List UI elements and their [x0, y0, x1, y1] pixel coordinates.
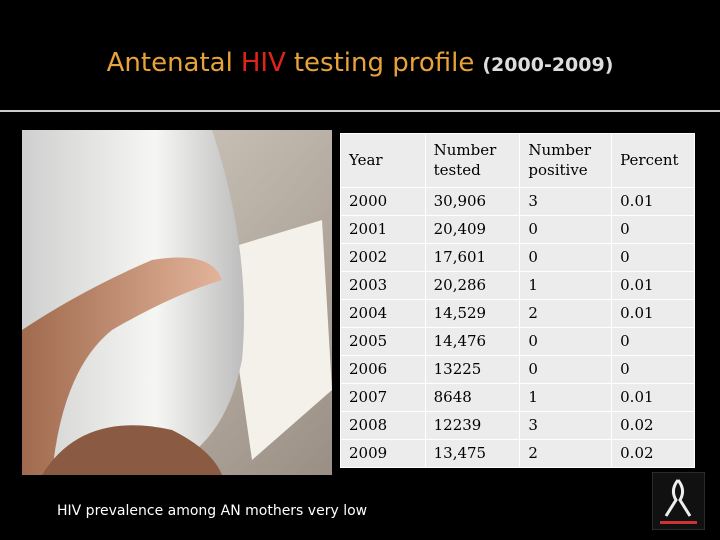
- table-row: 2009 13,475 2 0.02: [340, 439, 695, 468]
- table-cell: 14,476: [424, 327, 521, 356]
- logo-bar: [660, 521, 697, 524]
- table-cell: 1: [519, 383, 613, 412]
- table-cell: 2002: [340, 243, 426, 272]
- table-cell: 30,906: [424, 187, 521, 216]
- table-row: 2000 30,906 3 0.01: [340, 187, 695, 216]
- table-cell: 2007: [340, 383, 426, 412]
- table-cell: 3: [519, 411, 613, 440]
- table-cell: 17,601: [424, 243, 521, 272]
- table-row: 2002 17,601 0 0: [340, 243, 695, 272]
- table-cell: 12239: [424, 411, 521, 440]
- caption: HIV prevalence among AN mothers very low: [57, 503, 368, 519]
- table-cell: 0.02: [611, 439, 695, 468]
- table-row: 2001 20,409 0 0: [340, 215, 695, 244]
- table-cell: 0: [611, 327, 695, 356]
- table-row: 2007 8648 1 0.01: [340, 383, 695, 412]
- title-part: Antenatal: [106, 48, 233, 78]
- header-cell: Number tested: [424, 133, 521, 188]
- table-cell: 13225: [424, 355, 521, 384]
- table-cell: 0.01: [611, 383, 695, 412]
- table-cell: 14,529: [424, 299, 521, 328]
- title: Antenatal HIV testing profile (2000-2009): [0, 48, 720, 78]
- arm: [22, 257, 222, 475]
- title-part: HIV: [240, 48, 286, 78]
- table-cell: 13,475: [424, 439, 521, 468]
- table-cell: 2003: [340, 271, 426, 300]
- ribbon: [664, 479, 692, 517]
- logo: [652, 472, 705, 530]
- table-cell: 0: [611, 355, 695, 384]
- leg: [42, 425, 222, 475]
- table-cell: 2: [519, 299, 613, 328]
- table-cell: 20,409: [424, 215, 521, 244]
- header-cell: Year: [340, 133, 426, 188]
- table-cell: 2004: [340, 299, 426, 328]
- table-cell: 0.01: [611, 271, 695, 300]
- table-cell: 1: [519, 271, 613, 300]
- table-row: 2008 12239 3 0.02: [340, 411, 695, 440]
- table-cell: 0.02: [611, 411, 695, 440]
- table-cell: 2008: [340, 411, 426, 440]
- table-cell: 0: [519, 243, 613, 272]
- title-part: testing profile: [293, 48, 475, 78]
- table-cell: 0: [519, 355, 613, 384]
- photo: [22, 130, 332, 475]
- header-cell: Percent: [611, 133, 695, 188]
- table-cell: 0.01: [611, 299, 695, 328]
- table-cell: 0: [611, 243, 695, 272]
- table-row: 2005 14,476 0 0: [340, 327, 695, 356]
- table-cell: 8648: [424, 383, 521, 412]
- book: [222, 220, 332, 460]
- header-row: Year Number tested Number positive Percent: [340, 133, 695, 188]
- table-cell: 0.01: [611, 187, 695, 216]
- table-cell: 2009: [340, 439, 426, 468]
- divider: [0, 110, 720, 112]
- table-row: 2004 14,529 2 0.01: [340, 299, 695, 328]
- table-cell: 20,286: [424, 271, 521, 300]
- table-row: 2006 13225 0 0: [340, 355, 695, 384]
- title-part: (2000-2009): [482, 54, 614, 76]
- table-cell: 2006: [340, 355, 426, 384]
- header-cell: Number positive: [519, 133, 613, 188]
- data-table: Year Number tested Number positive Percent 2…: [340, 133, 695, 468]
- table-cell: 2000: [340, 187, 426, 216]
- table-cell: 0: [519, 327, 613, 356]
- table-cell: 0: [611, 215, 695, 244]
- table-cell: 2005: [340, 327, 426, 356]
- table-cell: 2: [519, 439, 613, 468]
- table-cell: 2001: [340, 215, 426, 244]
- table-cell: 3: [519, 187, 613, 216]
- table-cell: 0: [519, 215, 613, 244]
- table-row: 2003 20,286 1 0.01: [340, 271, 695, 300]
